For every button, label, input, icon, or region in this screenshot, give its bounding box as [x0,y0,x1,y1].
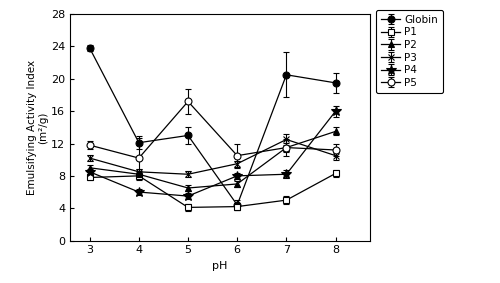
Y-axis label: Emulsifying Activity Index
(m²/g): Emulsifying Activity Index (m²/g) [26,60,48,195]
Legend: Globin, P1, P2, P3, P4, P5: Globin, P1, P2, P3, P4, P5 [376,10,443,93]
X-axis label: pH: pH [212,261,228,271]
